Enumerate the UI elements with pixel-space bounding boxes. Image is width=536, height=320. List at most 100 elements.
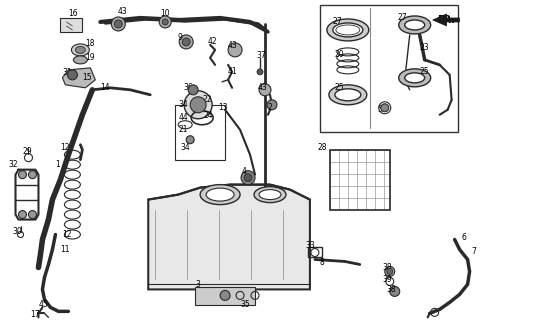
Bar — [308, 247, 322, 258]
Text: 44: 44 — [178, 113, 188, 122]
Circle shape — [182, 38, 190, 46]
Ellipse shape — [259, 190, 281, 200]
Text: 24: 24 — [203, 111, 213, 120]
Bar — [330, 150, 390, 210]
Ellipse shape — [333, 23, 363, 37]
Ellipse shape — [335, 89, 361, 101]
Ellipse shape — [329, 85, 367, 105]
Text: 4: 4 — [242, 167, 247, 176]
Circle shape — [228, 43, 242, 57]
Circle shape — [28, 211, 36, 219]
Circle shape — [111, 17, 125, 31]
Ellipse shape — [399, 69, 430, 87]
Text: 38: 38 — [383, 263, 392, 272]
Text: 2: 2 — [268, 103, 273, 112]
Text: 13: 13 — [218, 103, 228, 112]
Circle shape — [28, 171, 36, 179]
Ellipse shape — [399, 16, 430, 34]
Circle shape — [387, 268, 393, 275]
Circle shape — [188, 85, 198, 95]
Text: 8: 8 — [320, 258, 325, 267]
Circle shape — [179, 35, 193, 49]
Circle shape — [184, 91, 212, 119]
Text: 28: 28 — [318, 143, 327, 152]
Circle shape — [186, 136, 194, 144]
Text: 35: 35 — [240, 300, 250, 309]
Text: 10: 10 — [160, 10, 170, 19]
Text: 17: 17 — [31, 310, 40, 319]
Text: 45: 45 — [39, 300, 48, 309]
Text: 21: 21 — [178, 125, 188, 134]
Circle shape — [68, 70, 77, 80]
Ellipse shape — [71, 44, 90, 56]
Text: 34: 34 — [180, 143, 190, 152]
Text: 25: 25 — [335, 83, 345, 92]
Polygon shape — [148, 185, 310, 289]
Text: 34: 34 — [178, 100, 188, 109]
Text: 14: 14 — [100, 83, 110, 92]
Circle shape — [162, 19, 168, 25]
Text: 36: 36 — [183, 83, 193, 92]
Ellipse shape — [200, 185, 240, 204]
Text: 11: 11 — [61, 245, 70, 254]
Text: 20: 20 — [335, 50, 345, 60]
Text: 16: 16 — [69, 10, 78, 19]
Circle shape — [114, 20, 122, 28]
Text: 39: 39 — [383, 275, 392, 284]
Circle shape — [19, 211, 26, 219]
Bar — [61, 18, 83, 32]
Polygon shape — [433, 14, 459, 26]
Circle shape — [220, 291, 230, 300]
Ellipse shape — [405, 73, 425, 83]
Text: 12: 12 — [61, 143, 70, 152]
Text: 33: 33 — [305, 241, 315, 250]
Text: 43: 43 — [228, 41, 238, 51]
Text: 31: 31 — [62, 68, 72, 77]
Text: 30: 30 — [12, 227, 23, 236]
Bar — [195, 287, 255, 305]
Text: 5: 5 — [378, 105, 383, 114]
Bar — [175, 105, 225, 160]
Circle shape — [19, 171, 26, 179]
Circle shape — [390, 286, 400, 296]
Circle shape — [244, 174, 252, 182]
Ellipse shape — [206, 188, 234, 201]
Text: 23: 23 — [420, 44, 429, 52]
Text: 18: 18 — [85, 39, 95, 48]
Text: 7: 7 — [472, 247, 477, 256]
Circle shape — [267, 100, 277, 110]
Circle shape — [241, 171, 255, 185]
Circle shape — [381, 104, 389, 112]
Text: 15: 15 — [83, 73, 92, 82]
Ellipse shape — [73, 56, 87, 64]
Text: 38: 38 — [387, 285, 397, 294]
Text: 27: 27 — [333, 18, 343, 27]
Text: 37: 37 — [256, 52, 266, 60]
Ellipse shape — [405, 20, 425, 30]
Text: 40: 40 — [220, 292, 230, 301]
Text: 9: 9 — [177, 33, 182, 43]
Text: 6: 6 — [461, 233, 466, 242]
Text: 3: 3 — [195, 280, 200, 289]
Text: 27: 27 — [398, 13, 407, 22]
Text: 19: 19 — [85, 53, 95, 62]
Circle shape — [257, 69, 263, 75]
Circle shape — [190, 97, 206, 113]
Text: 43: 43 — [117, 7, 127, 16]
Text: FR.: FR. — [437, 15, 455, 25]
Bar — [320, 5, 458, 132]
Text: 12: 12 — [62, 230, 72, 239]
Text: 32: 32 — [9, 160, 18, 169]
Text: 25: 25 — [420, 67, 429, 76]
Ellipse shape — [76, 46, 85, 53]
Text: 1: 1 — [55, 160, 60, 169]
Ellipse shape — [327, 19, 369, 41]
Circle shape — [385, 267, 394, 276]
Circle shape — [159, 16, 171, 28]
Text: 41: 41 — [228, 67, 237, 76]
Text: 43: 43 — [258, 83, 268, 92]
Circle shape — [259, 84, 271, 96]
Ellipse shape — [254, 187, 286, 203]
Text: 22: 22 — [202, 95, 212, 104]
Text: 42: 42 — [208, 37, 218, 46]
